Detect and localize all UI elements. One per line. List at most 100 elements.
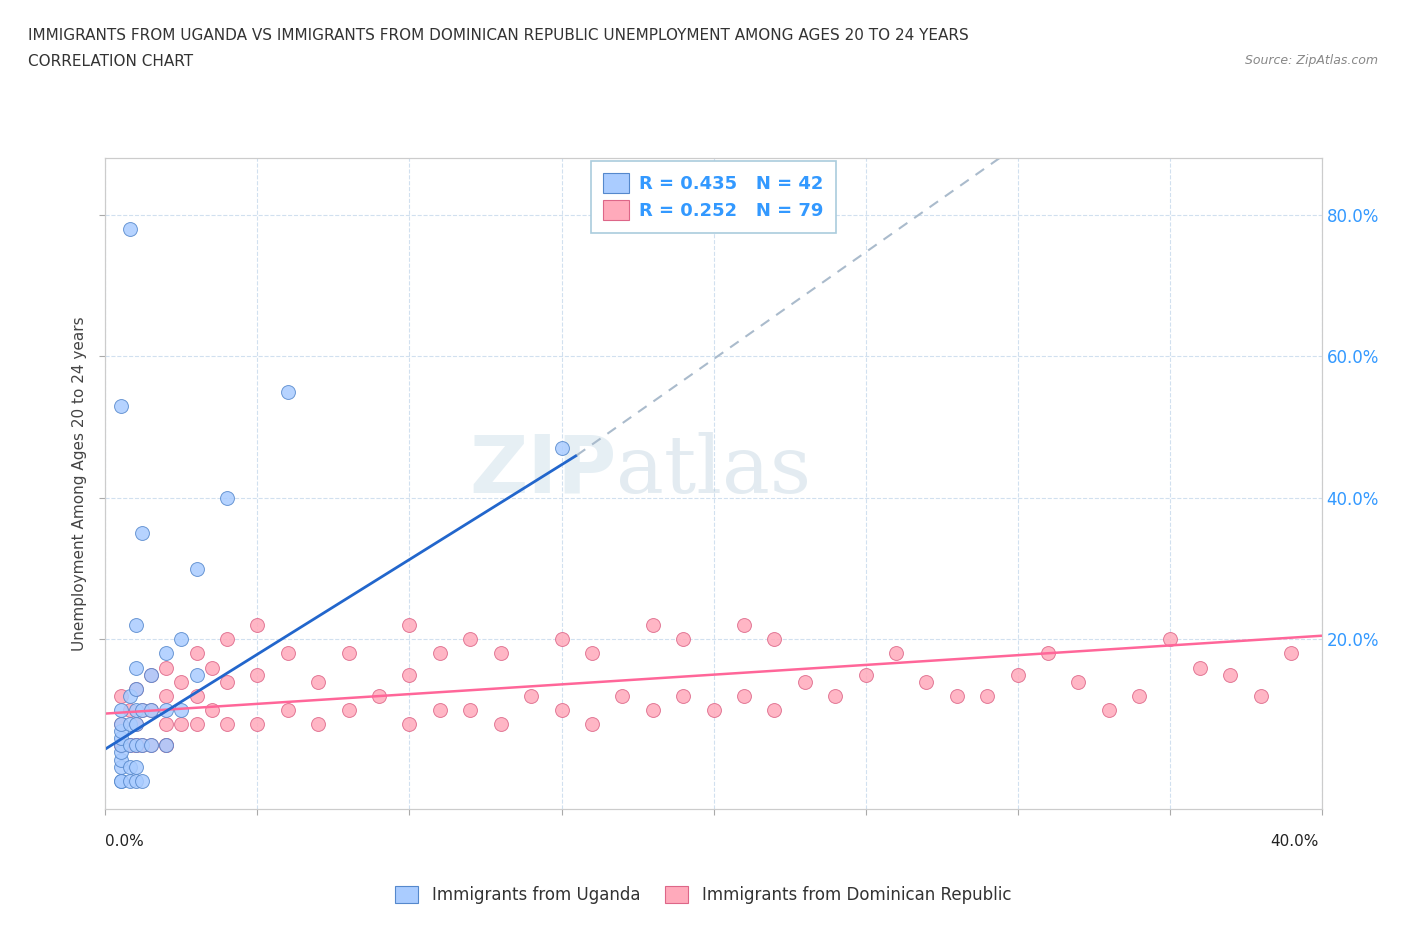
Point: [131, 738, 153, 753]
Point: [201, 702, 224, 717]
Point: [733, 688, 755, 703]
Point: [139, 738, 162, 753]
Point: [612, 688, 634, 703]
Point: [155, 717, 177, 732]
Point: [125, 618, 148, 632]
Point: [125, 717, 148, 732]
Point: [641, 702, 664, 717]
Point: [1188, 660, 1211, 675]
Point: [110, 752, 132, 767]
Text: Source: ZipAtlas.com: Source: ZipAtlas.com: [1244, 54, 1378, 67]
Text: 40.0%: 40.0%: [1271, 834, 1319, 849]
Point: [186, 561, 208, 576]
Point: [125, 660, 148, 675]
Point: [118, 738, 141, 753]
Point: [170, 702, 193, 717]
Point: [186, 667, 208, 682]
Point: [824, 688, 846, 703]
Point: [110, 688, 132, 703]
Point: [118, 759, 141, 774]
Point: [337, 646, 360, 661]
Point: [217, 674, 239, 689]
Point: [170, 717, 193, 732]
Point: [1036, 646, 1059, 661]
Point: [337, 702, 360, 717]
Point: [458, 702, 481, 717]
Point: [110, 702, 132, 717]
Point: [131, 738, 153, 753]
Point: [139, 667, 162, 682]
Point: [581, 717, 603, 732]
Point: [793, 674, 815, 689]
Text: atlas: atlas: [616, 432, 811, 510]
Point: [398, 717, 420, 732]
Point: [277, 384, 299, 399]
Point: [246, 717, 269, 732]
Point: [520, 688, 543, 703]
Point: [110, 759, 132, 774]
Point: [307, 717, 329, 732]
Point: [1250, 688, 1272, 703]
Point: [884, 646, 907, 661]
Point: [702, 702, 725, 717]
Point: [1219, 667, 1241, 682]
Point: [429, 702, 451, 717]
Point: [186, 717, 208, 732]
Point: [110, 398, 132, 413]
Point: [125, 759, 148, 774]
Point: [398, 667, 420, 682]
Point: [489, 717, 512, 732]
Point: [125, 738, 148, 753]
Point: [1159, 631, 1181, 646]
Point: [277, 646, 299, 661]
Point: [110, 738, 132, 753]
Point: [125, 682, 148, 697]
Point: [155, 646, 177, 661]
Point: [277, 702, 299, 717]
Point: [945, 688, 967, 703]
Point: [217, 490, 239, 505]
Point: [110, 731, 132, 746]
Text: 0.0%: 0.0%: [105, 834, 145, 849]
Point: [915, 674, 938, 689]
Point: [368, 688, 391, 703]
Point: [139, 738, 162, 753]
Text: ZIP: ZIP: [470, 432, 616, 510]
Point: [733, 618, 755, 632]
Point: [118, 774, 141, 789]
Point: [246, 667, 269, 682]
Point: [110, 745, 132, 760]
Point: [131, 525, 153, 540]
Text: IMMIGRANTS FROM UGANDA VS IMMIGRANTS FROM DOMINICAN REPUBLIC UNEMPLOYMENT AMONG : IMMIGRANTS FROM UGANDA VS IMMIGRANTS FRO…: [28, 28, 969, 43]
Point: [110, 738, 132, 753]
Point: [429, 646, 451, 661]
Point: [763, 631, 786, 646]
Point: [125, 738, 148, 753]
Point: [217, 631, 239, 646]
Point: [186, 688, 208, 703]
Point: [398, 618, 420, 632]
Point: [131, 702, 153, 717]
Point: [246, 618, 269, 632]
Point: [170, 674, 193, 689]
Point: [125, 702, 148, 717]
Point: [1098, 702, 1121, 717]
Point: [170, 631, 193, 646]
Point: [125, 682, 148, 697]
Point: [489, 646, 512, 661]
Point: [131, 702, 153, 717]
Point: [641, 618, 664, 632]
Point: [110, 774, 132, 789]
Point: [155, 738, 177, 753]
Point: [110, 724, 132, 738]
Point: [125, 774, 148, 789]
Point: [110, 738, 132, 753]
Text: CORRELATION CHART: CORRELATION CHART: [28, 54, 193, 69]
Point: [201, 660, 224, 675]
Point: [118, 702, 141, 717]
Point: [155, 660, 177, 675]
Point: [139, 702, 162, 717]
Point: [581, 646, 603, 661]
Point: [550, 702, 572, 717]
Point: [550, 441, 572, 456]
